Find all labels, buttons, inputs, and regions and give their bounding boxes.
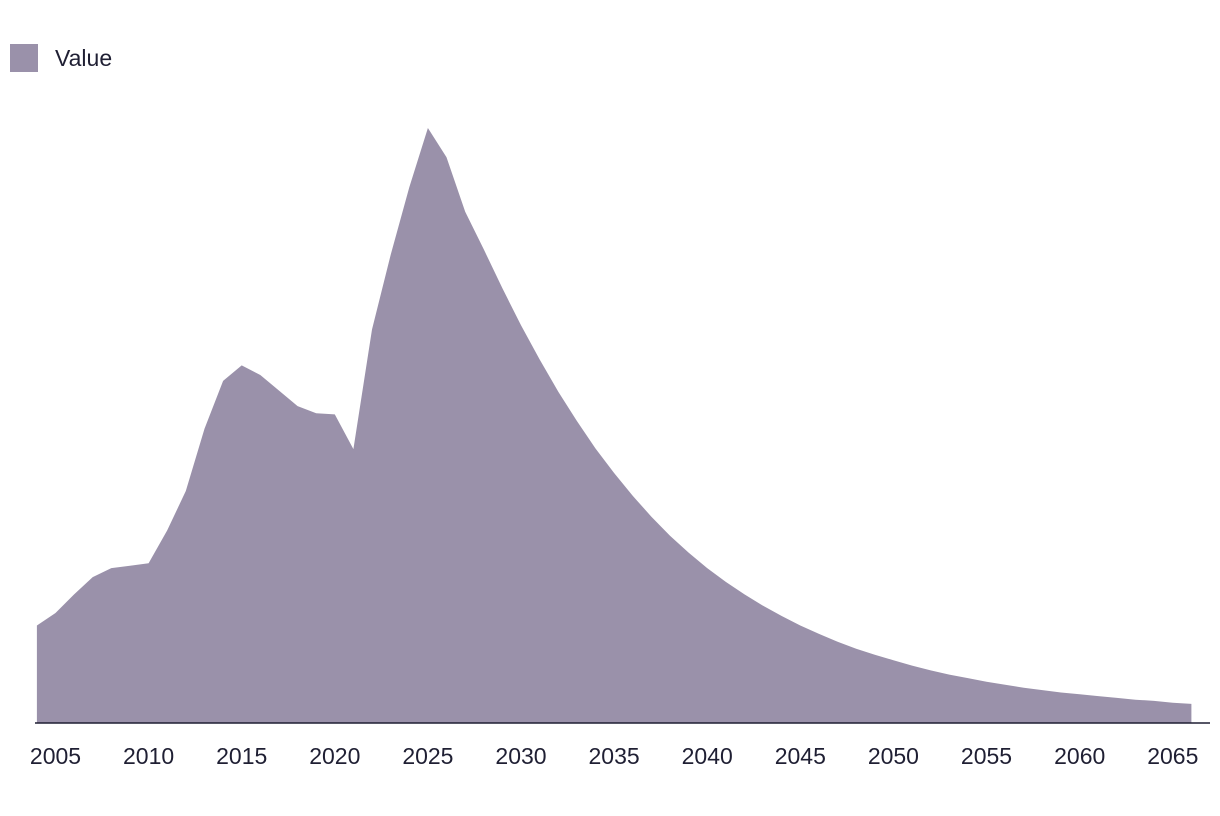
x-tick-label-2050: 2050 [868, 743, 919, 769]
x-tick-label-2005: 2005 [30, 743, 81, 769]
x-tick-label-2035: 2035 [589, 743, 640, 769]
x-tick-label-2020: 2020 [309, 743, 360, 769]
x-tick-label-2015: 2015 [216, 743, 267, 769]
x-tick-label-2040: 2040 [682, 743, 733, 769]
legend-swatch [10, 44, 38, 72]
x-tick-label-2030: 2030 [495, 743, 546, 769]
x-tick-label-2025: 2025 [402, 743, 453, 769]
x-tick-label-2065: 2065 [1147, 743, 1198, 769]
area-series-value [36, 128, 1192, 723]
x-tick-label-2010: 2010 [123, 743, 174, 769]
x-tick-label-2045: 2045 [775, 743, 826, 769]
x-tick-label-2055: 2055 [961, 743, 1012, 769]
x-tick-label-2060: 2060 [1054, 743, 1105, 769]
legend: Value [10, 44, 112, 72]
legend-label: Value [55, 44, 113, 71]
